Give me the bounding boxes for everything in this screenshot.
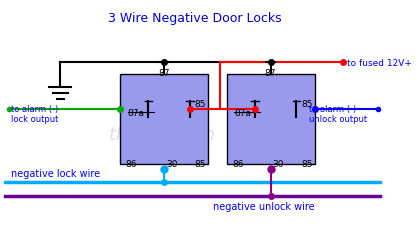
Text: 85: 85 <box>301 100 313 109</box>
Text: negative unlock wire: negative unlock wire <box>213 201 315 211</box>
Text: 3 Wire Negative Door Locks: 3 Wire Negative Door Locks <box>108 12 282 25</box>
Text: 30: 30 <box>166 159 177 168</box>
Text: 30: 30 <box>272 159 284 168</box>
Text: 87: 87 <box>265 69 276 78</box>
Text: 87: 87 <box>158 69 170 78</box>
Text: 85: 85 <box>194 159 206 168</box>
Text: the  volcom: the volcom <box>109 125 215 143</box>
Text: to alarm (-)
unlock output: to alarm (-) unlock output <box>308 105 367 124</box>
Text: 86: 86 <box>232 159 244 168</box>
Text: 86: 86 <box>126 159 137 168</box>
Text: to fused 12V+: to fused 12V+ <box>347 58 412 67</box>
Bar <box>120 75 209 164</box>
Text: 85: 85 <box>194 100 206 109</box>
Text: negative lock wire: negative lock wire <box>11 168 100 178</box>
Bar <box>227 75 315 164</box>
Text: 85: 85 <box>301 159 313 168</box>
Text: 87a: 87a <box>234 109 251 117</box>
Text: to alarm (-)
lock output: to alarm (-) lock output <box>11 105 59 124</box>
Text: 87a: 87a <box>128 109 145 117</box>
